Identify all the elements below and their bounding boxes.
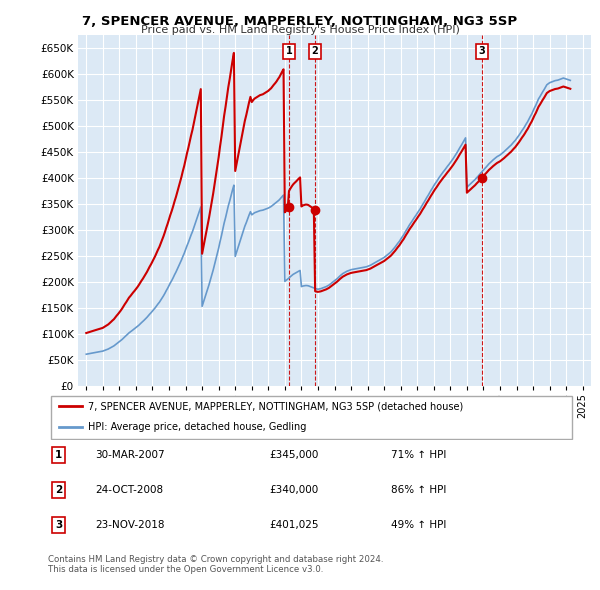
FancyBboxPatch shape	[50, 396, 572, 439]
Text: 30-MAR-2007: 30-MAR-2007	[95, 450, 165, 460]
Text: 3: 3	[55, 520, 62, 530]
Text: 2: 2	[311, 46, 319, 56]
Text: £401,025: £401,025	[270, 520, 319, 530]
Text: £340,000: £340,000	[270, 486, 319, 495]
Text: 1: 1	[55, 450, 62, 460]
Text: HPI: Average price, detached house, Gedling: HPI: Average price, detached house, Gedl…	[88, 422, 306, 432]
Text: Price paid vs. HM Land Registry's House Price Index (HPI): Price paid vs. HM Land Registry's House …	[140, 25, 460, 35]
Text: £345,000: £345,000	[270, 450, 319, 460]
Text: 7, SPENCER AVENUE, MAPPERLEY, NOTTINGHAM, NG3 5SP: 7, SPENCER AVENUE, MAPPERLEY, NOTTINGHAM…	[82, 15, 518, 28]
Text: 24-OCT-2008: 24-OCT-2008	[95, 486, 164, 495]
Text: Contains HM Land Registry data © Crown copyright and database right 2024.
This d: Contains HM Land Registry data © Crown c…	[48, 555, 383, 574]
Text: 86% ↑ HPI: 86% ↑ HPI	[391, 486, 446, 495]
Text: 2: 2	[55, 486, 62, 495]
Text: 1: 1	[286, 46, 292, 56]
Text: 71% ↑ HPI: 71% ↑ HPI	[391, 450, 446, 460]
Text: 3: 3	[478, 46, 485, 56]
Text: 23-NOV-2018: 23-NOV-2018	[95, 520, 165, 530]
Text: 7, SPENCER AVENUE, MAPPERLEY, NOTTINGHAM, NG3 5SP (detached house): 7, SPENCER AVENUE, MAPPERLEY, NOTTINGHAM…	[88, 401, 463, 411]
Text: 49% ↑ HPI: 49% ↑ HPI	[391, 520, 446, 530]
